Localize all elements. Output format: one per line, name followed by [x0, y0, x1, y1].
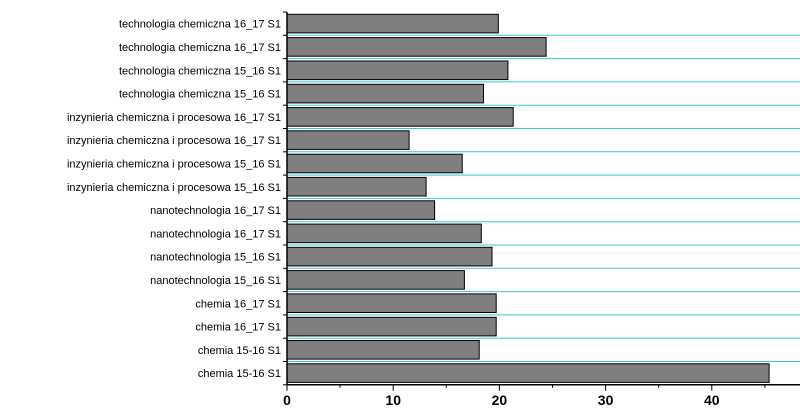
x-tick-label: 10 [385, 392, 401, 408]
category-label: inzynieria chemiczna i procesowa 15_16 S… [67, 159, 281, 171]
category-label: chemia 16_17 S1 [195, 322, 281, 334]
bar [286, 270, 465, 290]
bar [286, 37, 547, 57]
axes [283, 11, 800, 391]
bar [286, 107, 514, 127]
x-tick-label: 20 [492, 392, 508, 408]
bar [286, 200, 436, 220]
bar [286, 340, 480, 360]
category-label: technologia chemiczna 15_16 S1 [119, 89, 281, 101]
category-label: chemia 16_17 S1 [195, 298, 281, 310]
category-labels: technologia chemiczna 16_17 S1 technologi… [67, 19, 281, 381]
category-label: nanotechnologia 16_17 S1 [150, 205, 281, 217]
bar [286, 363, 770, 383]
category-label: technologia chemiczna 15_16 S1 [119, 65, 281, 77]
category-label: inzynieria chemiczna i procesowa 15_16 S… [67, 182, 281, 194]
category-label: nanotechnologia 15_16 S1 [150, 252, 281, 264]
bar [286, 130, 410, 150]
category-label: nanotechnologia 16_17 S1 [150, 228, 281, 240]
bar [286, 223, 482, 244]
category-label: chemia 15-16 S1 [198, 368, 281, 380]
bar [286, 60, 509, 81]
x-tick-label: 30 [598, 392, 614, 408]
category-label: nanotechnologia 15_16 S1 [150, 275, 281, 287]
x-tick-labels: 0 10 20 30 40 [283, 392, 720, 408]
x-tick-label: 0 [283, 392, 291, 408]
bars [286, 13, 770, 383]
x-tick-label: 40 [704, 392, 720, 408]
category-label: inzynieria chemiczna i procesowa 16_17 S… [67, 112, 281, 124]
category-label: technologia chemiczna 16_17 S1 [119, 19, 281, 31]
bar [286, 293, 497, 313]
category-label: technologia chemiczna 16_17 S1 [119, 42, 281, 54]
category-label: chemia 15-16 S1 [198, 345, 281, 357]
bar [286, 246, 493, 267]
bar [286, 83, 484, 104]
bar [286, 316, 497, 337]
bar [286, 176, 427, 197]
bar [286, 153, 463, 174]
grid-lines [287, 34, 800, 386]
bar [286, 13, 499, 34]
category-label: inzynieria chemiczna i procesowa 16_17 S… [67, 135, 281, 147]
